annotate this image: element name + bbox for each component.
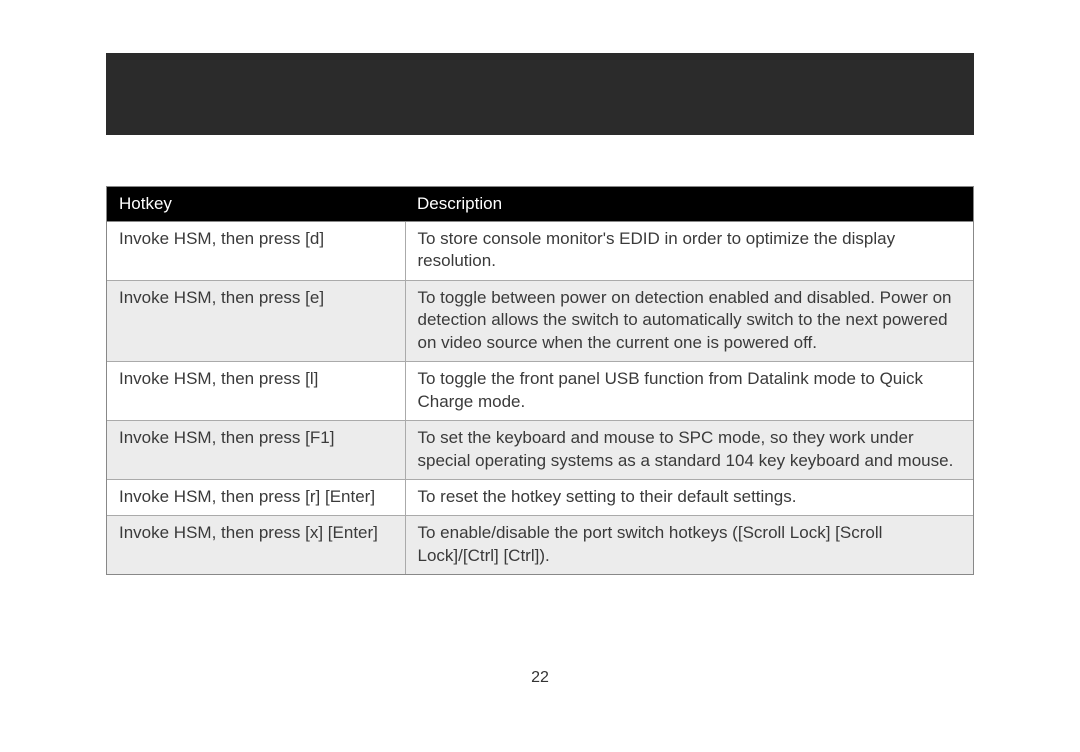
hotkey-table-container: Hotkey Description Invoke HSM, then pres…	[106, 186, 974, 575]
table-row: Invoke HSM, then press [F1] To set the k…	[107, 421, 973, 480]
page-header-bar	[106, 53, 974, 135]
cell-description: To reset the hotkey setting to their def…	[405, 479, 973, 515]
table-row: Invoke HSM, then press [x] [Enter] To en…	[107, 516, 973, 574]
cell-hotkey: Invoke HSM, then press [l]	[107, 362, 405, 421]
cell-description: To toggle between power on detection ena…	[405, 280, 973, 361]
table-header-row: Hotkey Description	[107, 187, 973, 222]
col-header-description: Description	[405, 187, 973, 222]
cell-description: To toggle the front panel USB function f…	[405, 362, 973, 421]
cell-hotkey: Invoke HSM, then press [F1]	[107, 421, 405, 480]
cell-description: To enable/disable the port switch hotkey…	[405, 516, 973, 574]
table-row: Invoke HSM, then press [r] [Enter] To re…	[107, 479, 973, 515]
table-row: Invoke HSM, then press [l] To toggle the…	[107, 362, 973, 421]
cell-hotkey: Invoke HSM, then press [e]	[107, 280, 405, 361]
table-row: Invoke HSM, then press [e] To toggle bet…	[107, 280, 973, 361]
cell-description: To set the keyboard and mouse to SPC mod…	[405, 421, 973, 480]
cell-hotkey: Invoke HSM, then press [r] [Enter]	[107, 479, 405, 515]
hotkey-table: Hotkey Description Invoke HSM, then pres…	[107, 187, 973, 574]
page-number: 22	[0, 669, 1080, 687]
col-header-hotkey: Hotkey	[107, 187, 405, 222]
table-row: Invoke HSM, then press [d] To store cons…	[107, 222, 973, 281]
cell-hotkey: Invoke HSM, then press [d]	[107, 222, 405, 281]
cell-hotkey: Invoke HSM, then press [x] [Enter]	[107, 516, 405, 574]
cell-description: To store console monitor's EDID in order…	[405, 222, 973, 281]
